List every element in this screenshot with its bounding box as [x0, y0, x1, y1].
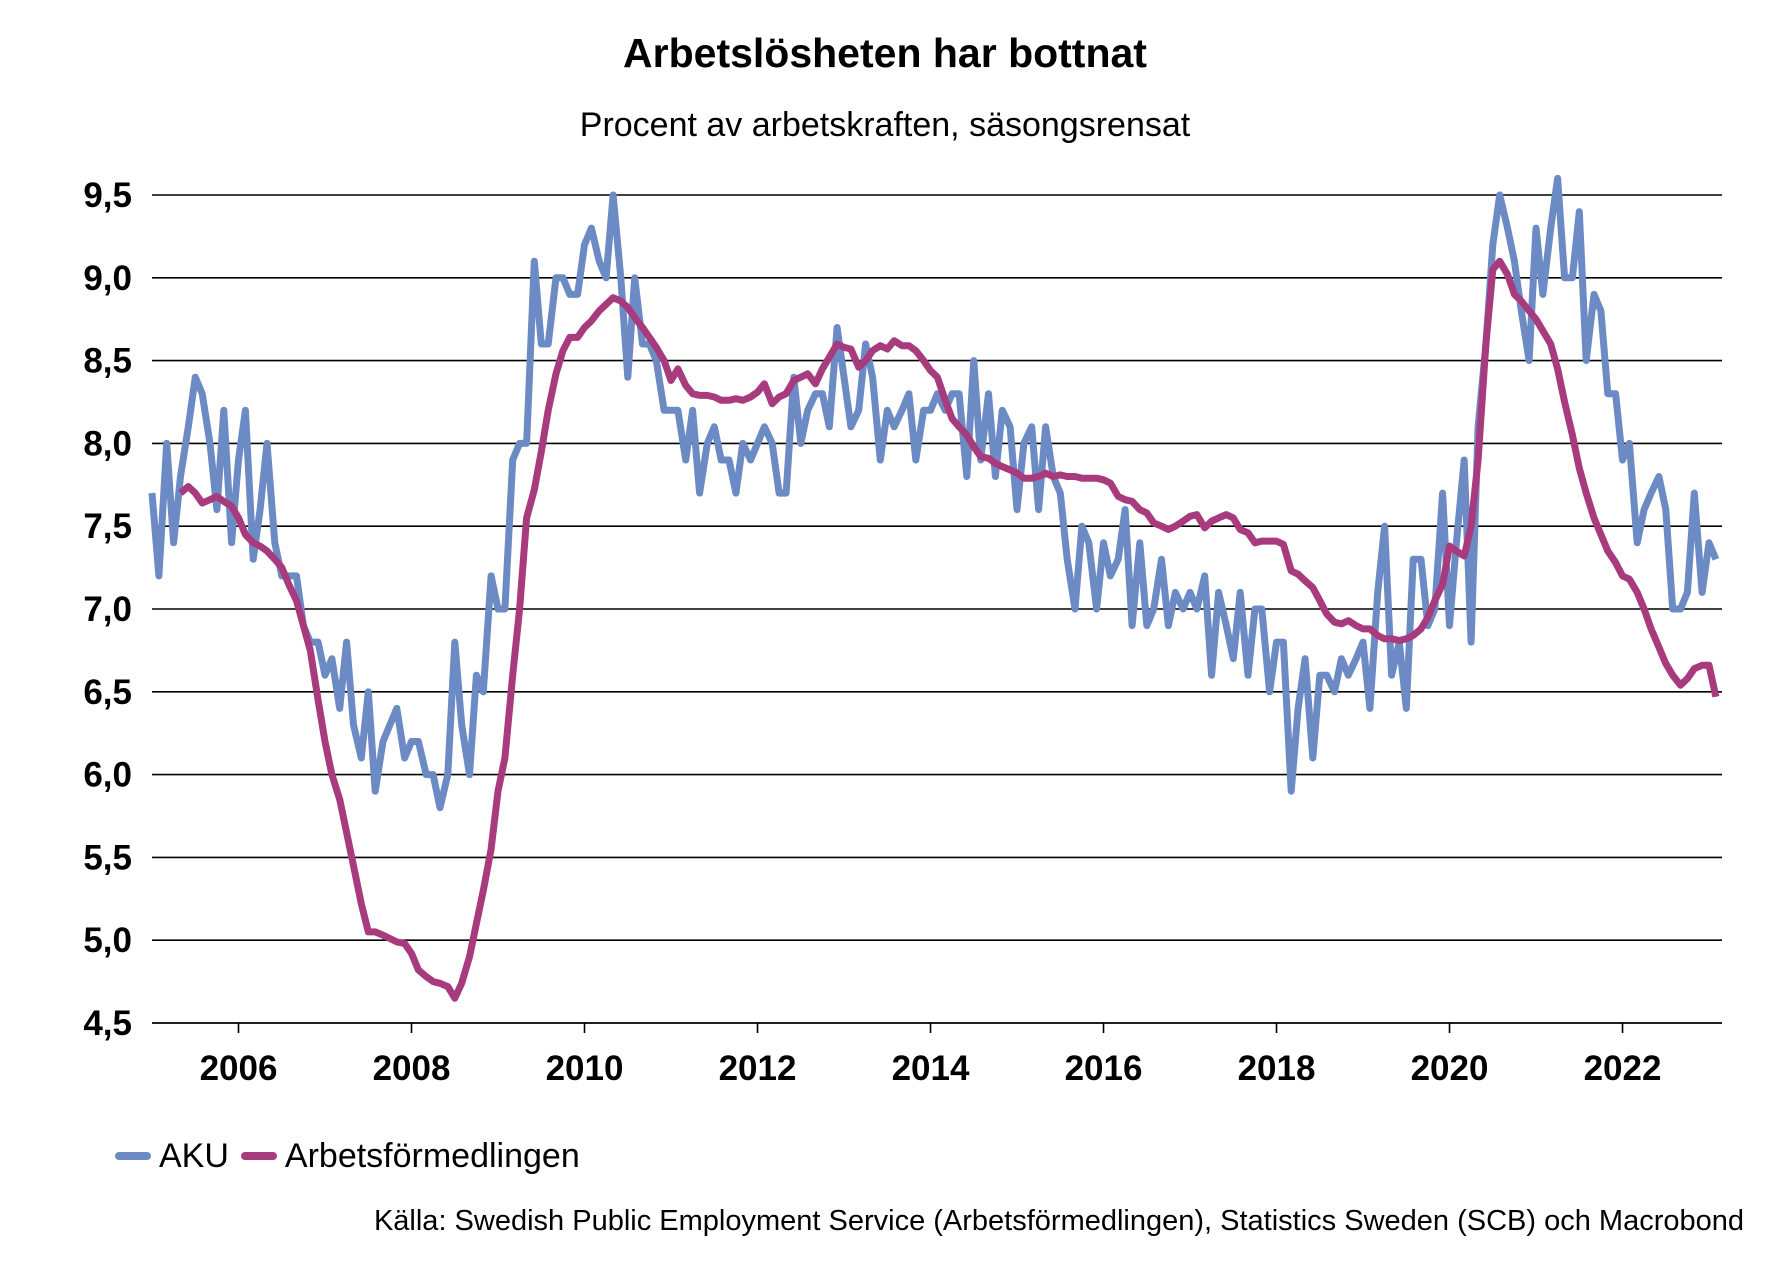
y-tick-label: 8,0 [83, 424, 132, 463]
x-tick-label: 2012 [719, 1049, 797, 1088]
x-tick-label: 2006 [200, 1049, 278, 1088]
legend-swatch-aku [115, 1152, 151, 1160]
y-tick-label: 9,5 [83, 176, 132, 215]
series-line-aku [148, 174, 1720, 812]
x-tick-label: 2018 [1238, 1049, 1316, 1088]
x-axis: 2006 2008 2010 2012 2014 2016 2018 2020 2022 [152, 1022, 1722, 1088]
legend-item-aku: AKU [115, 1137, 241, 1176]
y-tick-label: 6,5 [83, 673, 132, 712]
series-lines [148, 174, 1720, 1002]
legend-item-arbetsformedlingen: Arbetsförmedlingen [240, 1136, 592, 1176]
y-tick-label: 7,0 [83, 590, 132, 629]
y-tick-label: 4,5 [83, 1004, 132, 1043]
source-note: Källa: Swedish Public Employment Service… [373, 1205, 1744, 1237]
legend-label-arbetsformedlingen: Arbetsförmedlingen [284, 1136, 580, 1175]
x-tick-label: 2022 [1584, 1049, 1662, 1088]
y-tick-label: 7,5 [83, 507, 132, 546]
x-tick-label: 2014 [892, 1049, 970, 1088]
y-tick-label: 5,5 [83, 838, 132, 877]
y-tick-label: 8,5 [83, 342, 132, 381]
legend-swatch-arbetsformedlingen [240, 1152, 277, 1160]
x-tick-label: 2008 [373, 1049, 451, 1088]
legend-label-aku: AKU [159, 1136, 229, 1175]
y-axis-ticks: 9,5 9,0 8,5 8,0 7,5 7,0 6,5 6,0 5,5 5,0 4,5 [83, 176, 132, 1043]
y-tick-label: 5,0 [83, 921, 132, 960]
chart-title: Arbetslösheten har bottnat [623, 30, 1147, 76]
legend: AKU Arbetsförmedlingen [115, 1134, 592, 1178]
x-tick-label: 2020 [1411, 1049, 1489, 1088]
chart-subtitle: Procent av arbetskraften, säsongsrensat [579, 106, 1191, 144]
y-tick-label: 6,0 [83, 756, 132, 795]
y-tick-label: 9,0 [83, 259, 132, 298]
series-line-arbetsformedlingen [178, 257, 1720, 1002]
x-tick-label: 2016 [1065, 1049, 1143, 1088]
x-tick-label: 2010 [546, 1049, 624, 1088]
